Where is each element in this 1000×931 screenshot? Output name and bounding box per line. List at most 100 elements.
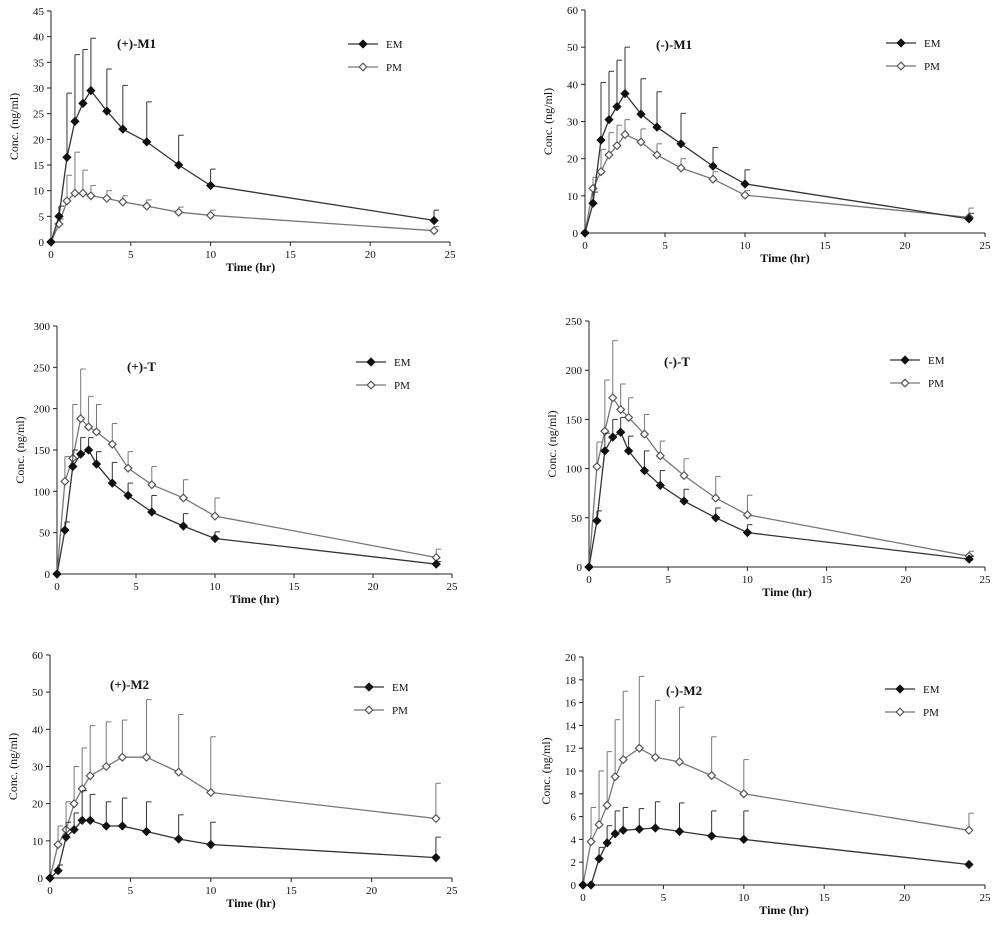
y-tick-label: 0: [38, 873, 44, 885]
legend-marker: [900, 355, 910, 365]
x-axis-title: Time (hr): [230, 592, 279, 606]
x-tick-label: 15: [821, 574, 833, 586]
chart-panel-3: 0 50 100 150 200 250 300 0 5 10 15 20 25 Time (hr) Con…: [13, 321, 458, 606]
chart-panel-6: 0 2 4 6 8 10 12 14 16 18 20 0 5 10 15 20 25 Time (hr) Conc…: [539, 652, 991, 917]
x-tick-label: 25: [447, 581, 459, 593]
series-line-pm: [49, 756, 436, 879]
y-tick-label: 40: [567, 79, 579, 91]
x-axis-title: Time (hr): [759, 903, 808, 917]
legend-label-pm: PM: [394, 380, 410, 392]
data-point-em: [711, 513, 721, 523]
y-tick-label: 0: [577, 562, 583, 574]
data-point-pm: [706, 770, 717, 781]
data-point-em: [85, 815, 95, 826]
data-point-pm: [655, 451, 665, 461]
data-point-em: [54, 211, 64, 221]
data-point-em: [83, 445, 94, 455]
data-point-pm: [117, 752, 128, 762]
y-tick-label: 5: [39, 211, 45, 223]
legend-marker: [358, 62, 368, 72]
y-axis-title: Conc. (ng/ml): [545, 410, 559, 477]
data-point-em: [205, 180, 216, 191]
y-tick-label: 10: [32, 836, 44, 848]
data-point-em: [206, 839, 216, 850]
data-point-pm: [592, 461, 602, 472]
data-point-pm: [173, 767, 184, 777]
data-point-pm: [586, 837, 596, 847]
data-point-pm: [739, 789, 749, 799]
x-tick-label: 20: [366, 885, 378, 897]
y-tick-label: 150: [34, 445, 51, 457]
y-tick-label: 16: [565, 698, 577, 710]
y-tick-label: 20: [32, 799, 44, 811]
y-tick-label: 0: [39, 237, 45, 249]
y-tick-label: 35: [33, 57, 45, 69]
data-point-pm: [620, 129, 630, 140]
x-tick-label: 10: [205, 249, 217, 261]
data-point-pm: [102, 193, 112, 204]
legend-marker: [896, 38, 906, 48]
y-tick-label: 50: [571, 513, 583, 525]
data-point-pm: [634, 743, 644, 753]
y-tick-label: 45: [33, 6, 45, 18]
x-axis-title: Time (hr): [226, 260, 275, 274]
series-line-em: [588, 431, 970, 568]
y-tick-label: 250: [566, 316, 583, 328]
data-point-em: [52, 569, 62, 579]
data-point-em: [602, 838, 612, 848]
data-point-pm: [107, 439, 117, 449]
legend-label-em: EM: [392, 682, 409, 694]
x-tick-label: 5: [662, 240, 668, 252]
legend-label-pm: PM: [386, 62, 402, 74]
legend-marker: [900, 378, 910, 388]
y-tick-label: 20: [33, 134, 45, 146]
series-line-em: [50, 89, 435, 243]
chart-panel-2: 0 10 20 30 40 50 60 0 5 10 15 20 25 Time (hr) Conc. (n…: [541, 5, 991, 265]
data-point-em: [107, 478, 117, 488]
data-point-pm: [711, 493, 721, 503]
data-point-em: [141, 826, 152, 837]
legend-marker: [366, 380, 376, 390]
legend-marker: [364, 682, 374, 692]
data-point-pm: [596, 167, 606, 177]
x-tick-label: 25: [445, 249, 457, 261]
x-tick-label: 25: [980, 574, 992, 586]
y-tick-label: 2: [571, 857, 577, 869]
chart-title: (-)-M1: [656, 37, 692, 52]
data-point-pm: [60, 476, 70, 487]
y-tick-label: 10: [33, 186, 45, 198]
data-point-pm: [178, 493, 189, 503]
data-point-pm: [740, 190, 750, 200]
x-tick-label: 25: [447, 885, 459, 897]
y-tick-label: 100: [34, 486, 51, 498]
data-point-pm: [76, 413, 86, 424]
x-tick-label: 0: [580, 892, 586, 904]
x-axis-title: Time (hr): [762, 585, 811, 599]
data-point-pm: [210, 511, 220, 521]
legend-marker: [358, 39, 368, 49]
data-point-pm: [742, 510, 753, 520]
data-point-em: [636, 109, 646, 119]
x-tick-label: 5: [128, 249, 134, 261]
x-tick-label: 10: [205, 885, 217, 897]
y-tick-label: 50: [32, 687, 44, 699]
data-point-em: [740, 179, 750, 189]
data-point-em: [620, 88, 630, 99]
series-line-pm: [582, 747, 970, 886]
x-tick-label: 20: [900, 240, 912, 252]
data-point-pm: [91, 427, 102, 437]
x-tick-label: 20: [368, 581, 380, 593]
data-point-pm: [608, 393, 618, 403]
data-point-pm: [964, 825, 974, 835]
legend-marker: [896, 61, 906, 71]
data-point-em: [68, 461, 78, 472]
data-point-em: [91, 459, 102, 469]
x-tick-label: 10: [740, 240, 752, 252]
data-point-em: [676, 139, 686, 149]
legend-label-em: EM: [928, 355, 945, 367]
legend-label-em: EM: [394, 357, 411, 369]
data-point-pm: [623, 412, 634, 423]
series-line-pm: [50, 192, 435, 243]
data-point-em: [580, 228, 590, 238]
data-point-em: [586, 880, 596, 890]
